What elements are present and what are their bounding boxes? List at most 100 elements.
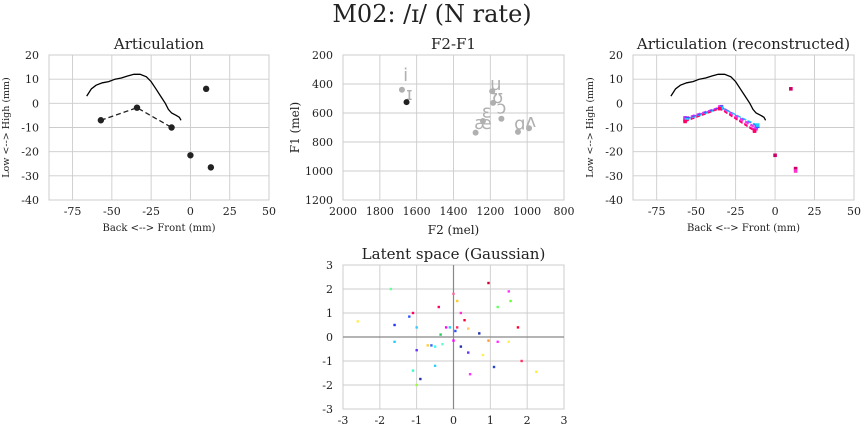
x-tick-label: -1 xyxy=(411,414,422,427)
palate-line xyxy=(670,73,767,121)
latent-point xyxy=(496,340,499,343)
x-tick-label: 1200 xyxy=(476,205,504,218)
y-tick-label: 1000 xyxy=(305,165,333,178)
latent-point xyxy=(520,359,523,363)
latent-point xyxy=(356,320,359,323)
reconstructed-point xyxy=(773,153,777,158)
y-tick-label: 3 xyxy=(326,259,333,272)
latent-point xyxy=(455,299,459,303)
latent-point xyxy=(408,315,411,318)
latent-point xyxy=(419,377,422,381)
formant-point xyxy=(403,99,410,106)
latent-point xyxy=(452,339,455,342)
y-tick-label: -1 xyxy=(322,355,333,368)
x-tick-label: 0 xyxy=(450,414,457,427)
latent-point xyxy=(411,369,415,372)
latent-point xyxy=(393,340,396,343)
reconstructed-point xyxy=(683,119,687,124)
latent-point xyxy=(478,332,481,335)
vowel-symbol: i xyxy=(403,65,408,86)
panel-title: Articulation (reconstructed) xyxy=(636,35,850,53)
y-tick-label: 20 xyxy=(609,49,623,62)
vowel-symbol: ɛ xyxy=(482,101,492,122)
x-tick-label: 1400 xyxy=(440,205,468,218)
x-tick-label: 2 xyxy=(524,414,531,427)
panel-title: F2-F1 xyxy=(431,35,476,53)
latent-point xyxy=(492,365,496,369)
formant-point xyxy=(526,125,533,132)
articulator-point xyxy=(187,152,194,159)
latent-point xyxy=(452,292,455,295)
x-tick-label: 0 xyxy=(187,205,194,218)
vowel-symbol: ɔ xyxy=(496,98,506,119)
x-tick-label: 1800 xyxy=(366,205,394,218)
x-tick-label: -25 xyxy=(727,205,745,218)
y-tick-label: 200 xyxy=(312,49,333,62)
y-tick-label: -30 xyxy=(21,170,39,183)
latent-point xyxy=(468,373,472,376)
x-tick-label: 2000 xyxy=(329,205,357,218)
y-tick-label: -20 xyxy=(21,146,39,159)
y-tick-label: 10 xyxy=(25,73,39,86)
latent-point xyxy=(459,345,463,348)
latent-point xyxy=(463,319,466,322)
articulator-point xyxy=(168,124,175,131)
panel-latent: -3 -2 -1 0 1 2 3 -3 -2 -1 0 1 2 3 Latent space (Gaussi… xyxy=(322,245,567,427)
y-tick-label: -30 xyxy=(605,170,623,183)
latent-point xyxy=(481,353,485,357)
reconstructed-point xyxy=(718,106,722,111)
x-tick-label: 1000 xyxy=(513,205,541,218)
y-tick-label: 400 xyxy=(312,78,333,91)
y-axis-label: Low <--> High (mm) xyxy=(1,77,12,178)
reconstructed-point xyxy=(793,166,798,171)
latent-point xyxy=(439,333,442,336)
formant-point xyxy=(514,128,521,135)
latent-point xyxy=(393,323,396,327)
latent-point xyxy=(487,281,490,285)
y-tick-label: -2 xyxy=(322,379,333,392)
vowel-symbol: ɑ xyxy=(514,114,525,135)
latent-point xyxy=(535,370,538,373)
articulator-point xyxy=(207,164,215,171)
reconstructed-point xyxy=(793,169,798,173)
x-tick-label: -75 xyxy=(64,205,82,218)
latent-point xyxy=(415,326,418,329)
latent-point xyxy=(433,364,437,367)
latent-point xyxy=(455,326,459,329)
x-tick-label: 50 xyxy=(262,205,276,218)
formant-point xyxy=(490,99,497,106)
panel-title: Latent space (Gaussian) xyxy=(362,245,546,263)
y-tick-label: -40 xyxy=(21,194,39,207)
figure-title: M02: /ɪ/ (N rate) xyxy=(332,0,531,28)
y-tick-label: 1200 xyxy=(305,194,333,207)
formant-point xyxy=(398,86,405,93)
vowel-symbol: u xyxy=(490,74,501,95)
articulator-point xyxy=(97,117,105,124)
x-tick-label: -3 xyxy=(338,414,349,427)
latent-point xyxy=(415,349,418,352)
y-tick-label: 20 xyxy=(25,49,39,62)
x-axis-label: Back <--> Front (mm) xyxy=(103,223,216,234)
reconstructed-point xyxy=(755,123,760,127)
reconstructed-point xyxy=(789,87,793,91)
x-tick-label: 800 xyxy=(554,205,575,218)
latent-point xyxy=(411,311,415,315)
y-tick-label: 0 xyxy=(326,331,333,344)
reconstructed-point xyxy=(752,129,757,133)
x-tick-label: -50 xyxy=(103,205,121,218)
latent-point xyxy=(430,344,433,347)
formant-point xyxy=(479,117,486,124)
vowel-symbol: ʊ xyxy=(492,87,503,108)
latent-point xyxy=(437,305,440,309)
y-tick-label: 600 xyxy=(312,107,333,120)
latent-point xyxy=(509,299,512,303)
y-tick-label: 0 xyxy=(32,97,39,110)
y-tick-label: -10 xyxy=(605,122,623,135)
y-tick-label: 1 xyxy=(326,307,333,320)
panel-title: Articulation xyxy=(113,35,204,53)
latent-point xyxy=(448,326,452,329)
palate-line xyxy=(86,73,182,121)
panel-formants: 2000 1800 1600 1400 1200 1000 800 200 400 600 800 1… xyxy=(288,35,575,237)
x-tick-label: 1 xyxy=(487,414,494,427)
